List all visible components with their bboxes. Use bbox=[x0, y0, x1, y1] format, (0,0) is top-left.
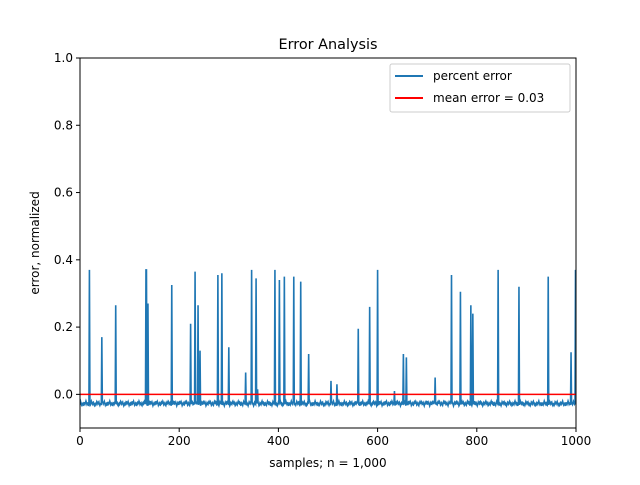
y-tick-label: 0.0 bbox=[54, 387, 73, 401]
x-tick-label: 600 bbox=[366, 434, 389, 448]
x-tick-label: 800 bbox=[465, 434, 488, 448]
axes-frame bbox=[79, 57, 577, 429]
x-axis-label: samples; n = 1,000 bbox=[269, 456, 386, 470]
legend-label-mean-error: mean error = 0.03 bbox=[433, 91, 544, 105]
y-tick-label: 0.2 bbox=[54, 320, 73, 334]
x-tick-label: 200 bbox=[168, 434, 191, 448]
legend-label-percent-error: percent error bbox=[433, 69, 512, 83]
y-axis: 0.0 0.2 0.4 0.6 0.8 1.0 bbox=[54, 51, 80, 401]
y-axis-label: error, normalized bbox=[28, 191, 42, 294]
chart-title: Error Analysis bbox=[279, 37, 378, 53]
legend-box bbox=[389, 63, 571, 113]
y-tick-label: 0.8 bbox=[54, 118, 73, 132]
legend: percent error mean error = 0.03 bbox=[389, 63, 571, 113]
y-tick-label: 0.6 bbox=[54, 186, 73, 200]
y-tick-label: 1.0 bbox=[54, 51, 73, 65]
x-tick-label: 1000 bbox=[561, 434, 592, 448]
percent-error-line bbox=[80, 269, 576, 409]
x-tick-label: 400 bbox=[267, 434, 290, 448]
y-tick-label: 0.4 bbox=[54, 253, 73, 267]
x-tick-label: 0 bbox=[76, 434, 84, 448]
x-axis: 0 200 400 600 800 1000 bbox=[76, 428, 591, 448]
